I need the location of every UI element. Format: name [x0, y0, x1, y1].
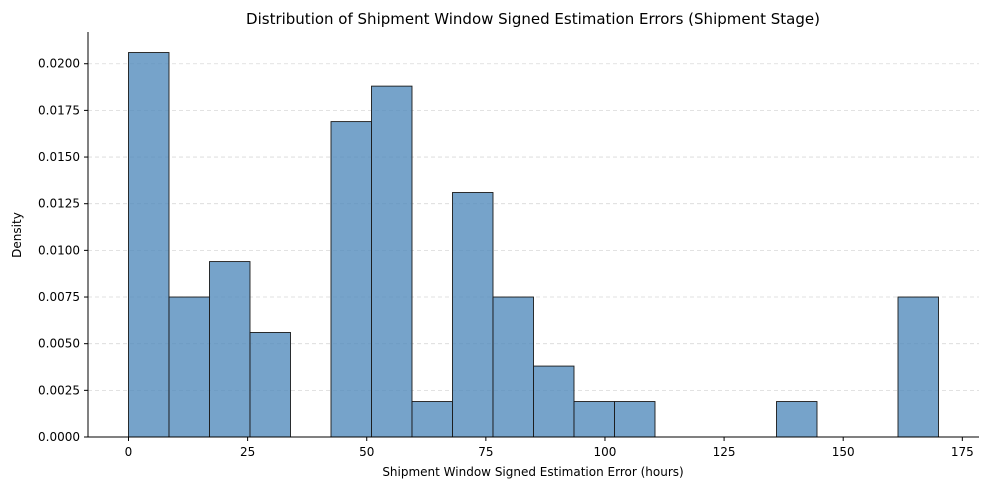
histogram-bar: [897, 296, 939, 438]
y-tick-label: 0.0175: [38, 103, 80, 117]
histogram-bar: [776, 401, 818, 438]
histogram-bar: [330, 121, 372, 438]
x-ticks: 0 25 50 75 100 125 150 175: [125, 437, 974, 459]
histogram-bar: [614, 401, 656, 438]
histogram-bar: [249, 332, 291, 438]
histogram-bar: [533, 365, 575, 438]
x-tick-label: 25: [240, 445, 255, 459]
y-tick-label: 0.0150: [38, 150, 80, 164]
histogram-bar: [573, 401, 615, 438]
y-tick-label: 0.0075: [38, 290, 80, 304]
x-tick-label: 175: [951, 445, 974, 459]
histogram-bar: [128, 52, 170, 438]
y-tick-label: 0.0100: [38, 243, 80, 257]
y-tick-label: 0.0025: [38, 383, 80, 397]
x-axis-label: Shipment Window Signed Estimation Error …: [382, 465, 683, 479]
histogram-bar: [492, 296, 534, 438]
y-tick-label: 0.0200: [38, 57, 80, 71]
y-tick-label: 0.0050: [38, 337, 80, 351]
bars: [128, 52, 939, 438]
axes: [87, 32, 979, 438]
x-tick-label: 150: [832, 445, 855, 459]
y-tick-label: 0.0125: [38, 197, 80, 211]
y-tick-label: 0.0000: [38, 430, 80, 444]
histogram-bar: [452, 192, 494, 438]
x-tick-label: 75: [478, 445, 493, 459]
x-tick-label: 50: [359, 445, 374, 459]
chart-title: Distribution of Shipment Window Signed E…: [246, 10, 820, 28]
histogram-bar: [209, 261, 251, 438]
x-tick-label: 100: [594, 445, 617, 459]
histogram-bar: [168, 296, 210, 438]
y-axis-label: Density: [10, 212, 24, 258]
x-tick-label: 125: [713, 445, 736, 459]
histogram-bar: [411, 401, 453, 438]
x-tick-label: 0: [125, 445, 133, 459]
histogram-bar: [371, 85, 413, 438]
y-ticks: 0.0000 0.0025 0.0050 0.0075 0.0100 0.0125 0.01…: [38, 57, 88, 444]
